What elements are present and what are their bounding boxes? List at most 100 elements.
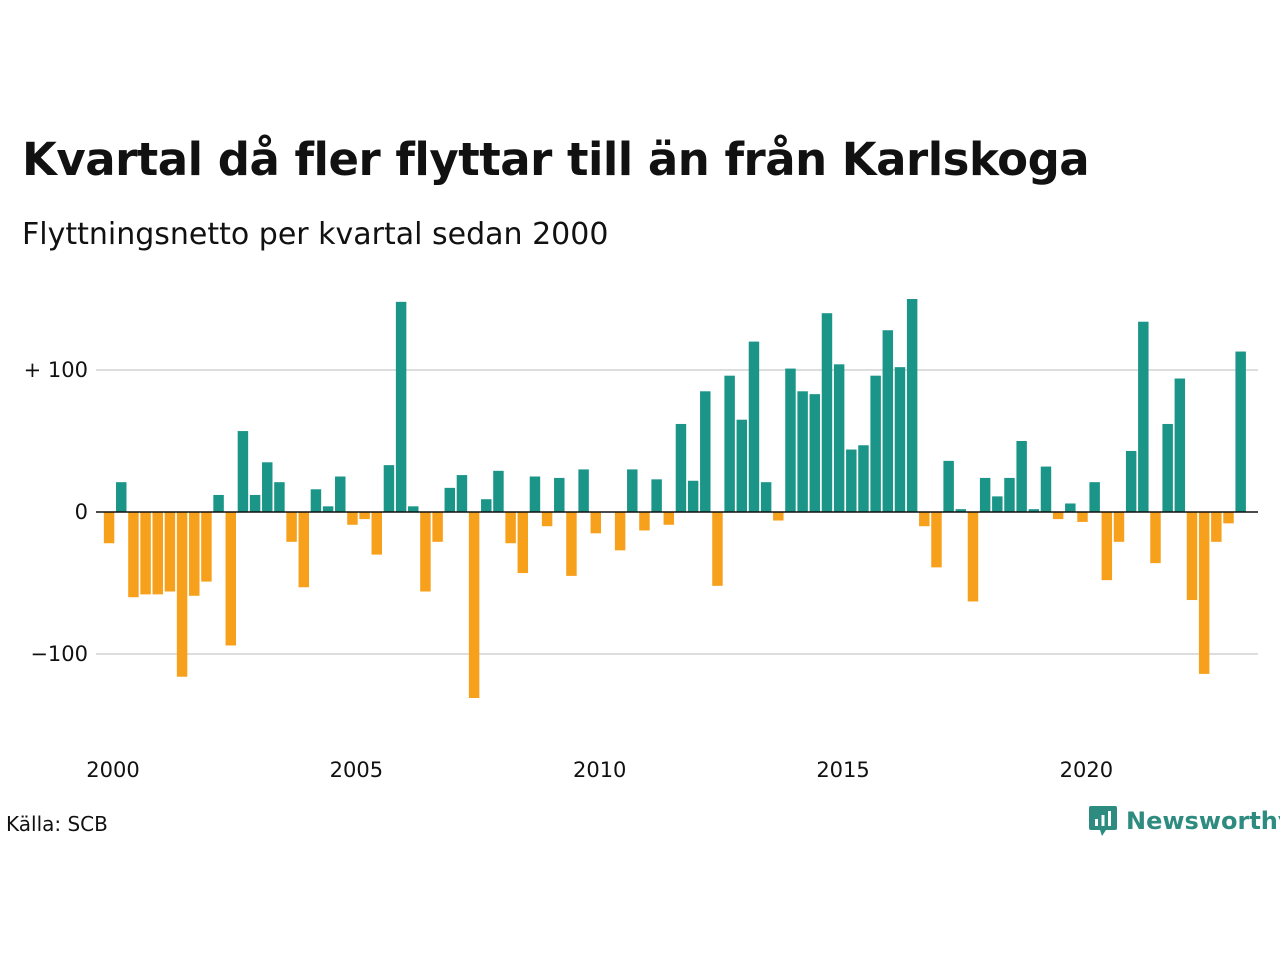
- x-tick-label: 2020: [1060, 758, 1113, 782]
- bar-2000-q1: [103, 512, 115, 544]
- bar-2007-q3: [468, 512, 480, 699]
- gridlines: [96, 369, 1258, 655]
- bar-2012-q1: [687, 480, 699, 512]
- bar-2017-q2: [943, 460, 954, 512]
- bar-2017-q1: [931, 512, 942, 568]
- bar-2018-q1: [979, 477, 991, 512]
- y-tick-label: + 100: [24, 358, 88, 382]
- bar-2007-q2: [456, 475, 468, 512]
- bar-2017-q4: [967, 512, 979, 602]
- bar-2005-q4: [383, 465, 395, 512]
- bar-2016-q1: [882, 330, 894, 512]
- bar-2016-q4: [919, 512, 930, 527]
- bar-2008-q1: [493, 470, 504, 512]
- source-note: Källa: SCB: [6, 812, 108, 836]
- bar-2021-q1: [1125, 450, 1137, 512]
- bar-chart: + 100 0 −100 2000 2005 2010 2015 2020: [24, 299, 1258, 782]
- bar-2006-q1: [395, 301, 407, 512]
- bar-2005-q1: [347, 512, 358, 525]
- newsworthy-logo[interactable]: Newsworthy: [1088, 804, 1280, 838]
- newsworthy-logo-text: Newsworthy: [1126, 807, 1280, 835]
- bar-2004-q3: [322, 506, 334, 512]
- bar-2009-q4: [578, 469, 589, 512]
- bar-2019-q4: [1065, 503, 1076, 512]
- bar-2016-q3: [906, 299, 918, 512]
- bar-2000-q3: [128, 512, 139, 598]
- bar-2002-q3: [225, 512, 236, 646]
- bar-2012-q3: [712, 512, 723, 586]
- bar-2019-q1: [1028, 509, 1040, 512]
- bar-2022-q2: [1186, 512, 1198, 601]
- bar-2020-q1: [1077, 512, 1088, 522]
- x-tick-label: 2015: [816, 758, 869, 782]
- bar-2013-q3: [760, 482, 772, 512]
- bar-2009-q1: [541, 512, 553, 527]
- bar-2009-q3: [566, 512, 577, 576]
- bar-2019-q2: [1040, 466, 1052, 512]
- x-tick-label: 2000: [86, 758, 139, 782]
- bar-2015-q4: [870, 375, 881, 512]
- bar-2021-q3: [1150, 512, 1161, 564]
- bar-2001-q2: [164, 512, 176, 592]
- bar-2020-q3: [1101, 512, 1113, 581]
- bar-2010-q4: [627, 469, 638, 512]
- bar-2009-q2: [554, 477, 565, 512]
- bar-2015-q1: [833, 364, 845, 512]
- bar-2011-q4: [675, 423, 687, 512]
- bar-2015-q2: [846, 449, 857, 512]
- bar-2008-q2: [505, 512, 516, 544]
- bar-2017-q3: [955, 509, 967, 512]
- chart-title: Kvartal då fler flyttar till än från Kar…: [22, 133, 1090, 186]
- bar-2004-q2: [310, 489, 322, 512]
- bar-2020-q4: [1113, 512, 1125, 542]
- bar-2002-q2: [213, 494, 224, 512]
- bar-2002-q4: [237, 431, 249, 512]
- bar-2000-q2: [116, 482, 127, 512]
- bar-2018-q3: [1004, 477, 1015, 512]
- bar-2003-q4: [286, 512, 297, 542]
- bar-2001-q1: [152, 512, 163, 595]
- bar-2021-q4: [1162, 423, 1173, 512]
- bar-2014-q4: [821, 313, 833, 512]
- bar-2014-q1: [785, 368, 796, 512]
- newsworthy-logo-icon: [1089, 806, 1117, 836]
- bar-2008-q3: [517, 512, 529, 574]
- bar-2013-q2: [748, 341, 760, 512]
- bar-2007-q4: [481, 499, 492, 512]
- bar-2011-q1: [639, 512, 650, 531]
- bar-2003-q2: [262, 462, 273, 512]
- axes: + 100 0 −100 2000 2005 2010 2015 2020: [24, 358, 1258, 782]
- bar-2019-q3: [1052, 512, 1064, 520]
- bar-2022-q4: [1211, 512, 1222, 542]
- bar-2015-q3: [858, 445, 869, 512]
- bar-2011-q3: [663, 512, 675, 525]
- bar-2008-q4: [529, 476, 541, 512]
- bar-2022-q3: [1198, 512, 1210, 674]
- bars: [103, 299, 1246, 699]
- bar-2003-q3: [274, 482, 285, 512]
- x-tick-label: 2010: [573, 758, 626, 782]
- bar-2010-q1: [590, 512, 602, 534]
- bar-2022-q1: [1174, 378, 1186, 512]
- bar-2007-q1: [444, 487, 456, 512]
- bar-2010-q3: [614, 512, 626, 551]
- bar-2001-q3: [176, 512, 188, 677]
- bar-2005-q3: [371, 512, 383, 555]
- bar-2014-q3: [809, 394, 821, 512]
- y-tick-label: −100: [30, 642, 88, 666]
- bar-2002-q1: [201, 512, 212, 582]
- bar-2004-q4: [335, 476, 346, 512]
- x-tick-label: 2005: [330, 758, 383, 782]
- bar-2013-q1: [736, 419, 748, 512]
- bar-2018-q4: [1016, 441, 1027, 512]
- bar-2012-q4: [724, 375, 735, 512]
- bar-2011-q2: [651, 479, 662, 512]
- bar-2013-q4: [773, 512, 784, 521]
- bar-2016-q2: [894, 367, 906, 512]
- bar-2001-q4: [189, 512, 200, 596]
- bar-2006-q2: [408, 506, 419, 512]
- y-tick-label: 0: [75, 500, 88, 524]
- bar-2004-q1: [298, 512, 309, 588]
- bar-2000-q4: [140, 512, 151, 595]
- bar-2023-q2: [1235, 351, 1246, 512]
